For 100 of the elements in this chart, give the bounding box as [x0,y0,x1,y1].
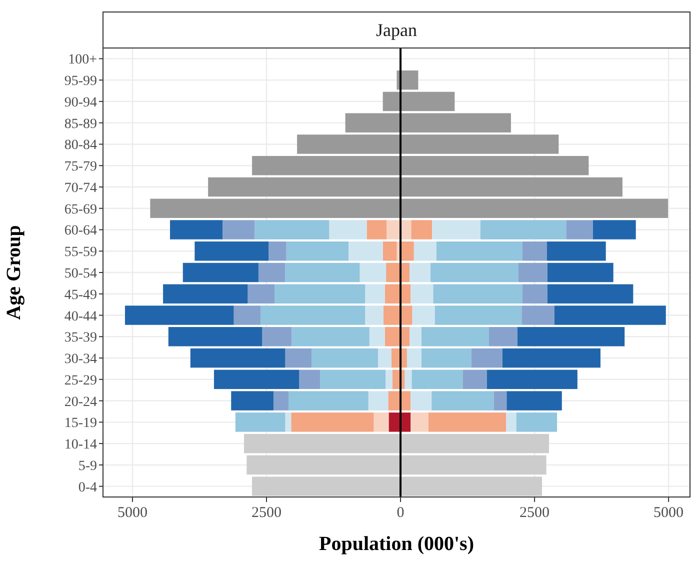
bar [190,348,286,368]
bar [400,412,411,432]
x-tick-label: 2500 [252,505,282,521]
bar [384,284,401,304]
bar [406,348,422,368]
bar [299,370,320,390]
bar [365,306,384,325]
bar [383,306,401,325]
y-tick-label: 95-99 [64,74,97,90]
bar [400,476,542,496]
y-tick-label: 25-29 [64,373,97,388]
y-tick-label: 50-54 [64,266,97,282]
bar [285,412,292,432]
bar [434,306,522,325]
y-tick-label: 0-4 [78,480,97,496]
bar [248,284,275,304]
bar [214,370,300,390]
bar [547,284,634,304]
bar [163,284,248,304]
bar [410,327,422,346]
y-tick-label: 90-94 [64,95,97,110]
y-tick-label: 35-39 [64,330,97,346]
bar [410,412,428,432]
y-axis-title: Age Group [3,225,25,320]
bar [386,370,392,390]
bar [522,306,554,325]
bar [292,327,370,346]
x-tick-label: 0 [396,505,404,521]
y-tick-label: 65-69 [64,202,97,218]
bar [400,156,589,176]
bar [312,348,378,368]
bar [522,242,547,261]
bar [414,242,436,261]
bar [384,327,401,346]
bar [522,284,548,304]
bar [345,113,401,132]
bar [412,370,463,390]
bar [360,262,386,282]
bar [400,134,559,154]
bar [404,370,412,390]
x-axis-title: Population (000's) [318,533,474,555]
y-tick-label: 60-64 [64,224,97,239]
bar [506,391,562,410]
y-tick-label: 30-34 [64,352,97,368]
bar [432,391,494,410]
bar [382,92,401,112]
bar [252,156,401,176]
bar [378,348,392,368]
bar [291,412,374,432]
bar [246,455,401,475]
bar [400,220,412,240]
bar [428,412,506,432]
bar [411,220,432,240]
bar [421,327,489,346]
y-tick-label: 40-44 [64,309,97,324]
y-tick-label: 85-89 [64,116,97,132]
bar [400,306,412,325]
bar [400,391,411,410]
bar [252,476,401,496]
bar [430,262,518,282]
bar [170,220,223,240]
bar [471,348,502,368]
bar [410,262,431,282]
bar [297,134,401,154]
x-tick-label: 5000 [117,505,148,521]
bar [592,220,636,240]
bar [400,92,455,112]
bar [433,284,522,304]
y-tick-label: 100+ [68,52,98,68]
bar [288,391,368,410]
bar [382,242,397,261]
bar [516,412,558,432]
bar [506,412,516,432]
bar [494,391,507,410]
bar [400,242,414,261]
bar [286,242,349,261]
bar [366,220,387,240]
bar [400,177,622,197]
bar [410,284,434,304]
bar [388,391,401,410]
bar [400,70,418,90]
bar [462,370,487,390]
bar [518,262,548,282]
bar [348,242,383,261]
y-tick-label: 5-9 [78,458,97,474]
bar [374,412,389,432]
bar [554,306,666,325]
y-tick-label: 75-79 [64,160,97,175]
bar [258,262,286,282]
bar [517,327,625,346]
y-tick-label: 10-14 [64,438,97,453]
x-tick-label: 5000 [654,505,684,521]
bar [320,370,386,390]
bar [412,306,435,325]
bar [285,262,360,282]
x-tick-label: 2500 [520,505,550,521]
y-tick-label: 20-24 [64,394,97,410]
bar [329,220,367,240]
bar [260,306,366,325]
bar [208,177,401,197]
